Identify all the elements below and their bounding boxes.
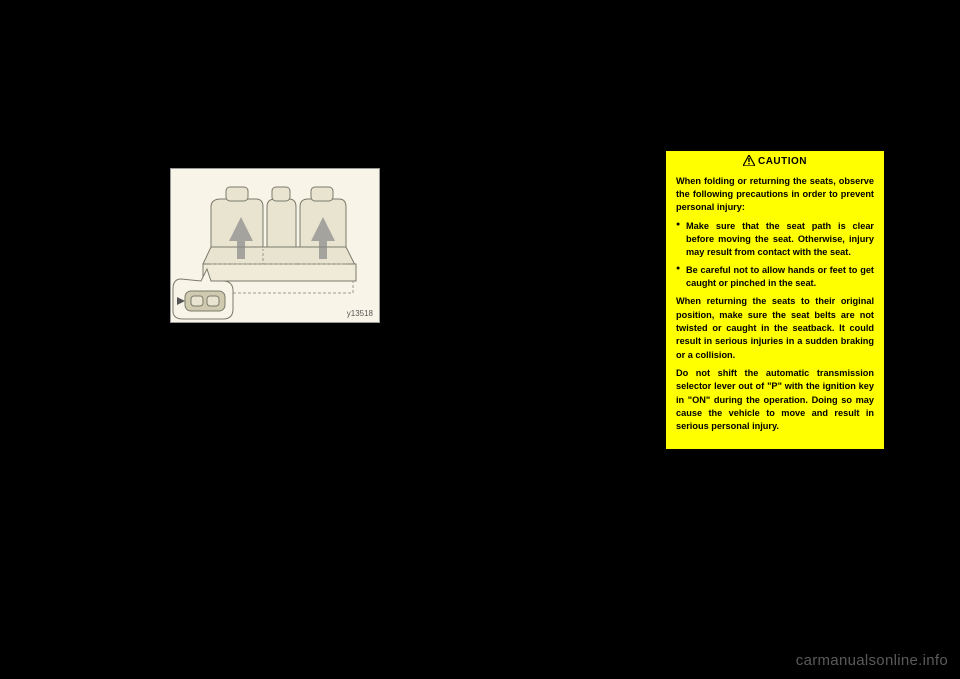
seat-svg <box>171 169 380 323</box>
caution-header: CAUTION <box>666 151 884 175</box>
caution-box: CAUTION When folding or returning the se… <box>665 150 885 450</box>
caution-para: Do not shift the automatic transmission … <box>676 367 874 434</box>
left-column: y13518 <box>165 150 385 590</box>
caution-bullet: Be careful not to allow hands or feet to… <box>676 264 874 291</box>
warning-icon <box>743 155 755 166</box>
caution-list: Make sure that the seat path is clear be… <box>676 220 874 291</box>
caution-intro: When folding or returning the seats, obs… <box>676 175 874 215</box>
right-column: CAUTION When folding or returning the se… <box>665 150 885 590</box>
illustration-code: y13518 <box>347 309 373 318</box>
caution-bullet: Make sure that the seat path is clear be… <box>676 220 874 260</box>
watermark: carmanualsonline.info <box>796 652 948 669</box>
manual-page: y13518 CAUTION When folding or returning… <box>165 150 885 590</box>
caution-body: When folding or returning the seats, obs… <box>666 175 884 449</box>
caution-para: When returning the seats to their origin… <box>676 295 874 362</box>
middle-column <box>415 150 635 590</box>
caution-title: CAUTION <box>758 156 807 167</box>
seat-illustration: y13518 <box>170 168 380 323</box>
